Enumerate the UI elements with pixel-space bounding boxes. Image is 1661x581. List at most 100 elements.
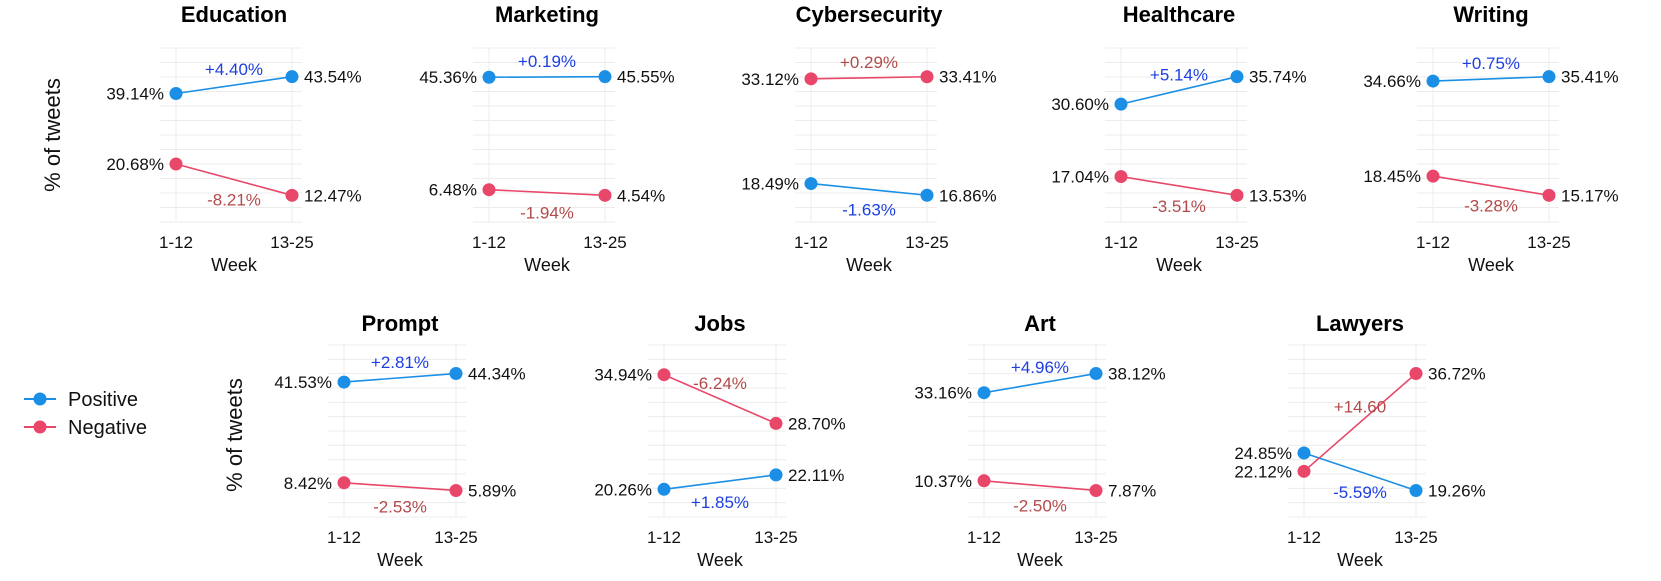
data-label-negative-start: 10.37% [914,472,972,491]
data-label-positive-end: 22.11% [788,466,844,485]
point-positive-1-12 [804,177,818,191]
data-label-positive-start: 33.16% [914,384,972,403]
series-line-positive [175,75,293,95]
panel-prompt: Prompt 1-12 13-25 Week % of tweets 41.53% 44.3… [222,311,526,570]
data-label-positive-start: 45.36% [419,68,477,87]
diff-label-negative: -8.21% [207,191,261,210]
data-label-negative-end: 33.41% [939,68,997,87]
series-line-positive [488,75,606,79]
point-positive-1-12 [169,86,183,100]
legend-negative-marker [33,420,47,434]
data-label-negative-start: 17.04% [1051,168,1109,187]
series-line-negative [1120,175,1238,197]
legend-negative-label: Negative [68,417,147,439]
x-axis-title: Week [211,255,258,275]
point-negative-13-25 [769,416,783,430]
point-positive-13-25 [1542,70,1556,84]
point-positive-13-25 [285,70,299,84]
data-label-positive-end: 35.74% [1249,68,1307,87]
point-positive-1-12 [1297,446,1311,460]
series-line-negative [983,480,1097,492]
series-line-positive [983,372,1097,394]
point-negative-1-12 [337,476,351,490]
data-label-negative-end: 7.87% [1108,481,1156,500]
data-label-positive-start: 18.49% [741,175,799,194]
data-label-positive-end: 45.55% [617,68,675,87]
x-tick-label: 13-25 [1074,528,1117,547]
series-line-positive [1303,452,1417,492]
panel-title-jobs: Jobs [694,311,745,336]
diff-label-negative: -2.50% [1013,497,1067,516]
point-negative-1-12 [482,183,496,197]
series-line-positive [663,474,777,491]
series-line-negative [1432,175,1550,197]
data-label-negative-end: 36.72% [1428,365,1486,384]
diff-label-positive: +1.85% [691,493,749,512]
point-negative-13-25 [1230,188,1244,202]
point-negative-13-25 [920,70,934,84]
diff-label-negative: -6.24% [693,374,747,393]
panel-lawyers: Lawyers 1-12 13-25 Week 24.85% 19.26% -5.59% 22… [1234,311,1485,570]
x-axis-title: Week [524,255,571,275]
data-label-positive-start: 34.66% [1363,72,1421,91]
panel-title-healthcare: Healthcare [1123,2,1236,27]
point-negative-13-25 [1089,483,1103,497]
data-label-positive-start: 39.14% [106,84,164,103]
panel-title-prompt: Prompt [362,311,440,336]
panel-title-marketing: Marketing [495,2,599,27]
data-label-negative-end: 28.70% [788,414,846,433]
point-negative-1-12 [977,474,991,488]
diff-label-negative: +0.29% [840,53,898,72]
diff-label-negative: -3.51% [1152,197,1206,216]
x-tick-label: 1-12 [647,528,681,547]
panel-marketing: Marketing 1-12 13-25 Week 45.36% 45.55% +0.19%… [419,2,674,275]
point-positive-1-12 [977,386,991,400]
series-line-positive [343,372,457,383]
data-label-negative-start: 6.48% [429,181,477,200]
x-axis-title: Week [1156,255,1203,275]
series-line-positive [810,182,928,197]
panel-title-cybersecurity: Cybersecurity [796,2,944,27]
panel-cybersecurity: Cybersecurity 1-12 13-25 Week 18.49% 16.86% -1… [741,2,996,275]
data-label-negative-end: 5.89% [468,481,516,500]
x-tick-label: 13-25 [583,233,626,252]
x-tick-label: 1-12 [1287,528,1321,547]
data-label-positive-end: 44.34% [468,365,526,384]
series-line-negative [488,188,606,197]
data-label-positive-start: 30.60% [1051,95,1109,114]
data-label-negative-start: 20.68% [106,155,164,174]
diff-label-positive: -5.59% [1333,483,1387,502]
point-positive-13-25 [449,367,463,381]
series-line-negative [810,75,928,80]
panel-healthcare: Healthcare 1-12 13-25 Week 30.60% 35.74% +5.14… [1051,2,1306,275]
point-negative-1-12 [169,157,183,171]
x-axis-title: Week [846,255,893,275]
point-negative-1-12 [804,72,818,86]
data-label-negative-end: 12.47% [304,186,362,205]
point-negative-1-12 [1114,170,1128,184]
point-negative-13-25 [598,188,612,202]
x-axis-title: Week [1337,550,1384,570]
data-label-negative-start: 8.42% [284,474,332,493]
point-positive-1-12 [657,482,671,496]
series-line-negative [175,163,293,197]
x-tick-label: 1-12 [1104,233,1138,252]
point-positive-13-25 [598,70,612,84]
legend: Positive Negative [24,389,147,439]
point-negative-13-25 [1542,188,1556,202]
x-tick-label: 13-25 [1215,233,1258,252]
series-line-negative [343,481,457,492]
point-positive-13-25 [769,468,783,482]
series-line-positive [1432,75,1550,82]
data-label-positive-start: 24.85% [1234,444,1292,463]
data-label-positive-end: 35.41% [1561,68,1619,87]
x-axis-title: Week [1468,255,1515,275]
panel-title-lawyers: Lawyers [1316,311,1404,336]
diff-label-positive: +0.75% [1462,54,1520,73]
y-axis-title: % of tweets [222,378,247,492]
x-tick-label: 13-25 [270,233,313,252]
x-axis-title: Week [377,550,424,570]
point-positive-1-12 [337,375,351,389]
point-positive-13-25 [1230,70,1244,84]
